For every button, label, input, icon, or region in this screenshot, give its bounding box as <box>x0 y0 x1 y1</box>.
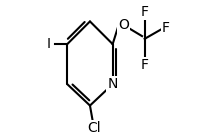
Text: O: O <box>118 18 129 32</box>
Text: F: F <box>162 21 170 35</box>
Text: I: I <box>47 37 51 51</box>
Text: N: N <box>108 77 118 91</box>
Text: F: F <box>141 59 149 72</box>
Text: Cl: Cl <box>87 121 101 135</box>
Text: F: F <box>141 5 149 19</box>
